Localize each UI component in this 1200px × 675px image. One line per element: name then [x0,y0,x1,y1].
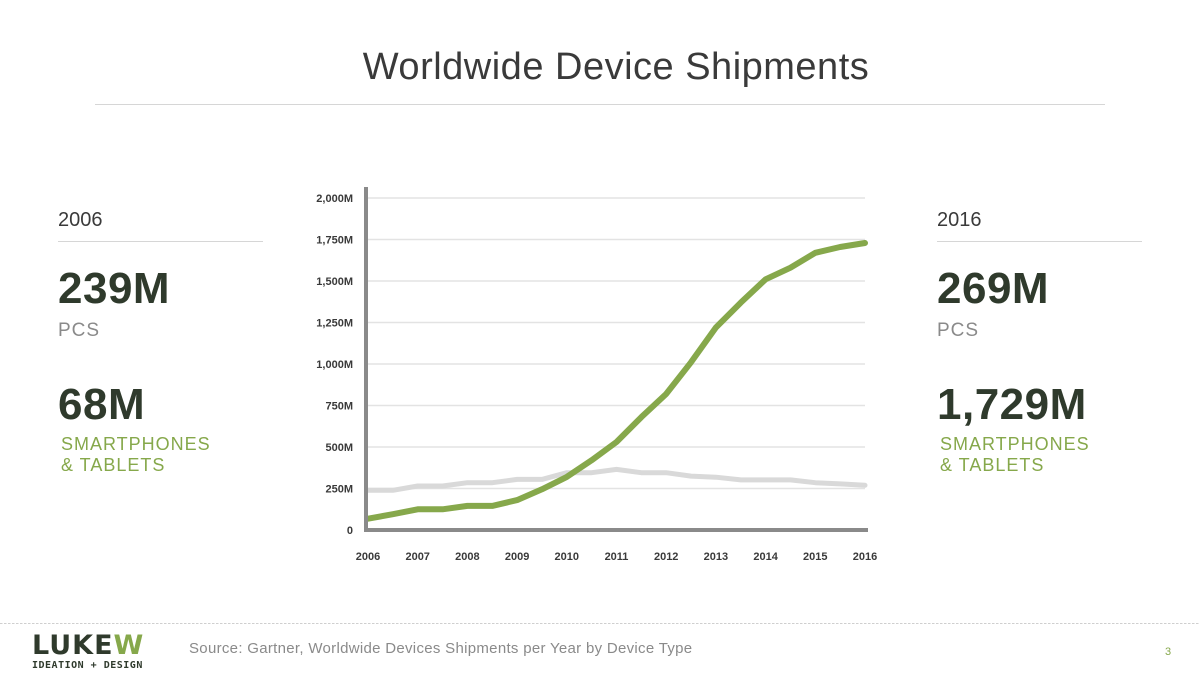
pcs-label: PCS [937,320,980,341]
y-tick-label: 1,750M [316,235,353,247]
x-tick-label: 2012 [654,551,678,563]
stats-2006: 2006 239M PCS 68M SMARTPHONES & TABLETS [58,205,263,476]
title-divider [95,104,1105,105]
y-tick-label: 1,500M [316,276,353,288]
x-tick-label: 2014 [753,551,778,563]
logo-wordmark: LUKEW [32,630,145,661]
x-tick-label: 2015 [803,551,827,563]
x-tick-label: 2013 [704,551,728,563]
year-divider [58,241,263,242]
mobile-value: 68M [58,380,146,429]
y-tick-label: 250M [325,484,353,496]
logo-tagline: IDEATION + DESIGN [32,660,143,671]
year-label: 2016 [937,209,982,231]
stats-2016: 2016 269M PCS 1,729M SMARTPHONES & TABLE… [937,205,1142,476]
y-tick-label: 750M [325,401,353,413]
mobile-label-line2: & TABLETS [940,455,1045,475]
mobile-label-line1: SMARTPHONES [940,434,1090,454]
mobile-label-line1: SMARTPHONES [61,434,211,454]
year-label: 2006 [58,209,103,231]
y-tick-label: 500M [325,442,353,454]
pcs-value: 269M [937,264,1050,313]
page-title: Worldwide Device Shipments [362,46,870,88]
y-tick-label: 0 [347,525,353,537]
x-tick-label: 2011 [605,551,629,563]
y-tick-label: 1,000M [316,359,353,371]
year-divider [937,241,1142,242]
x-tick-label: 2016 [853,551,877,563]
mobile-value: 1,729M [937,380,1087,429]
smartphones-tablets-line [365,240,868,522]
page-number: 3 [1165,646,1172,658]
pcs-value: 239M [58,264,171,313]
x-tick-label: 2010 [555,551,579,563]
y-tick-label: 2,000M [316,193,353,205]
footer-divider [0,623,1200,624]
x-tick-label: 2007 [405,551,429,563]
y-tick-label: 1,250M [316,318,353,330]
pcs-line [365,466,868,493]
x-tick-label: 2006 [356,551,380,563]
source-note: Source: Gartner, Worldwide Devices Shipm… [189,640,693,657]
x-tick-label: 2008 [455,551,479,563]
mobile-label-line2: & TABLETS [61,455,166,475]
x-tick-label: 2009 [505,551,529,563]
pcs-label: PCS [58,320,101,341]
lukew-logo: LUKEW IDEATION + DESIGN [32,630,162,671]
